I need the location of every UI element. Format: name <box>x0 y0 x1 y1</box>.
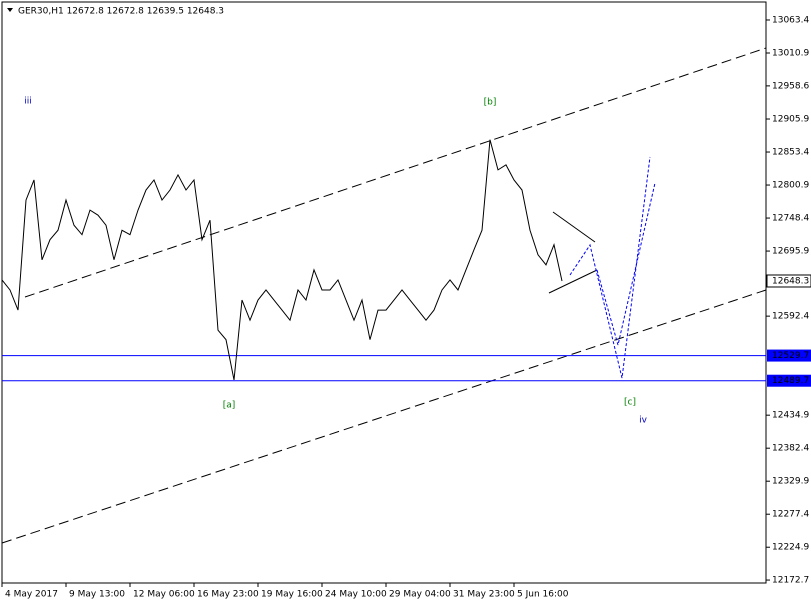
forecast-path <box>569 156 651 379</box>
y-tick-label: 12853.4 <box>772 148 809 158</box>
triangle-line <box>552 211 596 243</box>
y-tick-label: 12329.9 <box>772 477 809 487</box>
x-tick-label: 5 Jun 16:00 <box>517 590 569 600</box>
wave-label: iv <box>639 416 648 426</box>
x-tick-label: 19 May 16:00 <box>261 590 323 600</box>
forecast-path <box>596 182 656 346</box>
x-tick-label: 24 May 10:00 <box>325 590 387 600</box>
wave-label: [b] <box>484 98 497 108</box>
y-tick-label: 13063.4 <box>772 15 809 25</box>
level-label-box <box>767 374 811 387</box>
trend-line <box>1 289 767 544</box>
menu-arrow[interactable] <box>7 8 13 12</box>
y-tick-label: 12800.9 <box>772 181 809 191</box>
wave-label: iii <box>24 97 32 107</box>
y-tick-label: 12695.9 <box>772 247 809 257</box>
level-label: 12489.7 <box>772 376 809 386</box>
wave-label: [a] <box>223 401 236 411</box>
x-tick-label: 16 May 23:00 <box>197 590 259 600</box>
chart-title: GER30,H1 12672.8 12672.8 12639.5 12648.3 <box>18 7 224 17</box>
y-tick-label: 12434.9 <box>772 411 809 421</box>
y-tick-label: 12382.4 <box>772 444 809 454</box>
y-tick-label: 12172.7 <box>772 576 809 586</box>
trend-line <box>24 47 767 298</box>
level-label-box <box>767 349 811 362</box>
wave-label: [c] <box>624 398 636 408</box>
y-tick-label: 12224.9 <box>772 543 809 553</box>
x-tick-label: 4 May 2017 <box>5 590 58 600</box>
y-tick-label: 12277.4 <box>772 510 809 520</box>
y-tick-label: 13010.9 <box>772 48 809 58</box>
last-price-label: 12648.3 <box>772 276 809 286</box>
y-tick-label: 12905.9 <box>772 115 809 125</box>
x-tick-label: 29 May 04:00 <box>389 590 451 600</box>
x-tick-label: 12 May 06:00 <box>133 590 195 600</box>
price-line <box>1 139 563 380</box>
x-tick-label: 31 May 23:00 <box>453 590 515 600</box>
plot-border <box>1 1 767 584</box>
y-tick-label: 12748.4 <box>772 214 809 224</box>
x-tick-label: 9 May 13:00 <box>69 590 125 600</box>
y-tick-label: 12958.6 <box>772 81 809 91</box>
last-price-box <box>766 274 811 288</box>
triangle-line <box>548 269 598 294</box>
level-label: 12529.7 <box>772 351 809 361</box>
y-tick-label: 12592.4 <box>772 312 809 322</box>
